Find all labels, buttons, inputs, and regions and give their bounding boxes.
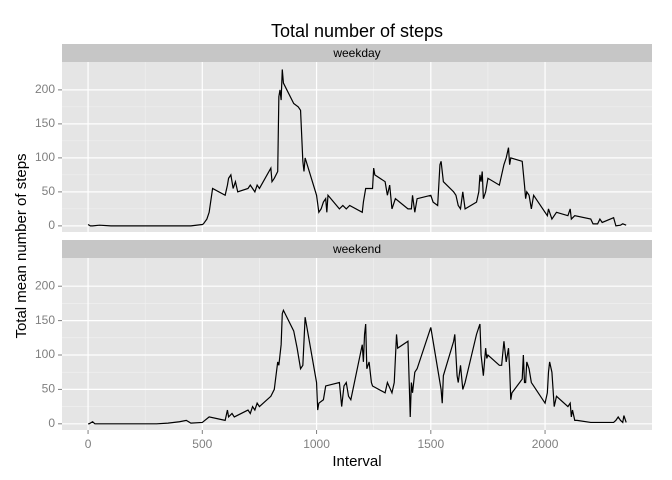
y-tick-label: 150 xyxy=(35,313,55,327)
x-tick-label: 2000 xyxy=(532,437,559,451)
x-tick-label: 1500 xyxy=(417,437,444,451)
x-tick-label: 0 xyxy=(85,437,92,451)
panel-background xyxy=(62,258,652,430)
y-tick-label: 100 xyxy=(35,150,55,164)
y-tick-label: 100 xyxy=(35,347,55,361)
strip xyxy=(62,44,652,62)
x-tick-label: 500 xyxy=(192,437,212,451)
strip xyxy=(62,240,652,258)
x-axis-label: Interval xyxy=(332,453,381,470)
x-tick-label: 1000 xyxy=(303,437,330,451)
y-tick-label: 0 xyxy=(48,218,55,232)
y-tick-label: 50 xyxy=(42,184,56,198)
y-tick-label: 200 xyxy=(35,82,55,96)
line xyxy=(87,69,627,227)
y-tick-label: 0 xyxy=(48,416,55,430)
strip-label: weekday xyxy=(332,46,380,60)
panel-background xyxy=(62,62,652,232)
line xyxy=(88,308,627,425)
strip-label: weekend xyxy=(332,242,381,256)
y-axis-label: Total mean number of steps xyxy=(13,153,30,338)
y-tick-label: 150 xyxy=(35,116,55,130)
y-tick-label: 50 xyxy=(42,382,56,396)
y-tick-label: 200 xyxy=(35,278,55,292)
chart-title: Total number of steps xyxy=(271,21,443,41)
